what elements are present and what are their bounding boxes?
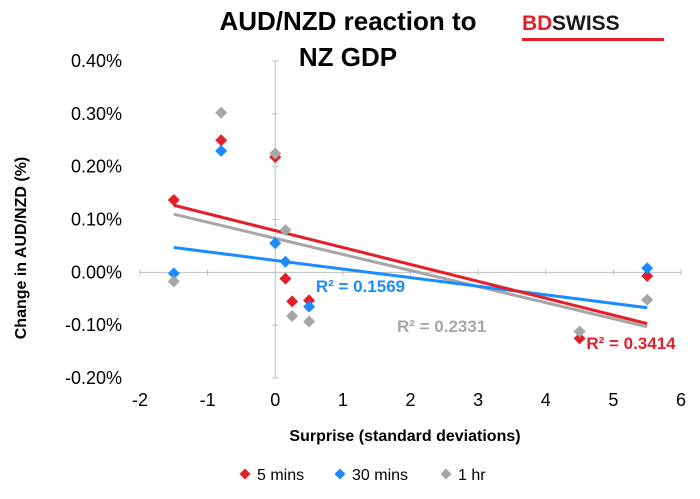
data-points — [167, 106, 654, 345]
chart-title-line-1: AUD/NZD reaction to — [219, 6, 476, 36]
data-point-30-mins — [167, 267, 180, 280]
data-point-30-mins — [303, 300, 316, 313]
data-point-30-mins — [215, 144, 228, 157]
trendline-30-mins — [173, 246, 648, 310]
data-point-30-mins — [641, 262, 654, 275]
data-point-5-mins — [279, 272, 292, 285]
x-tick-label: 6 — [676, 390, 686, 410]
x-tick-labels: -2 -1 0 1 2 3 4 5 6 — [132, 269, 686, 410]
x-tick-label: 2 — [405, 390, 415, 410]
y-axis-title: Change in AUD/NZD (%) — [13, 157, 30, 340]
legend-label: 30 mins — [352, 467, 408, 484]
x-tick-label: 4 — [541, 390, 551, 410]
data-point-1-hr — [641, 293, 654, 306]
chart-title-line-2: NZ GDP — [299, 42, 397, 72]
r-squared-labels: R² = 0.3414 R² = 0.1569 R² = 0.2331 — [316, 277, 676, 353]
trendline-1-hr — [173, 212, 648, 329]
r-squared-label-1-hr: R² = 0.2331 — [397, 317, 486, 336]
trendlines — [173, 203, 648, 329]
x-tick-label: 5 — [608, 390, 618, 410]
data-point-5-mins — [215, 134, 228, 147]
data-point-1-hr — [215, 106, 228, 119]
y-tick-label: -0.10% — [65, 315, 122, 335]
data-point-5-mins — [641, 270, 654, 283]
legend-marker-1-hr — [440, 468, 452, 480]
data-point-1-hr — [573, 325, 586, 338]
legend: 5 mins 30 mins 1 hr — [239, 467, 486, 484]
data-point-1-hr — [286, 310, 299, 323]
data-point-1-hr — [303, 315, 316, 328]
y-tick-label: 0.10% — [71, 210, 122, 230]
y-tick-label: 0.00% — [71, 262, 122, 282]
y-tick-label: -0.20% — [65, 368, 122, 388]
legend-label: 1 hr — [458, 467, 486, 484]
logo-bd-text: BD — [522, 12, 552, 35]
logo-swiss-text: SWISS — [552, 12, 620, 35]
data-point-1-hr — [167, 275, 180, 288]
data-point-1-hr — [269, 147, 282, 160]
legend-label: 5 mins — [257, 467, 304, 484]
data-point-5-mins — [573, 332, 586, 345]
r-squared-label-5-mins: R² = 0.3414 — [586, 334, 676, 353]
legend-marker-30-mins — [334, 468, 346, 480]
brand-logo: BD SWISS — [522, 12, 664, 41]
trendline-5-mins — [173, 203, 648, 326]
x-tick-label: -1 — [200, 390, 216, 410]
data-point-5-mins — [286, 295, 299, 308]
x-axis-title: Surprise (standard deviations) — [289, 428, 520, 445]
y-tick-label: 0.30% — [71, 104, 122, 124]
data-point-5-mins — [303, 294, 316, 307]
y-tick-label: 0.20% — [71, 157, 122, 177]
data-point-30-mins — [279, 255, 292, 268]
y-tick-label: 0.40% — [71, 51, 122, 71]
r-squared-label-30-mins: R² = 0.1569 — [316, 277, 405, 296]
data-point-5-mins — [167, 193, 180, 206]
data-point-30-mins — [269, 237, 282, 250]
x-tick-label: 0 — [270, 390, 280, 410]
x-tick-label: 1 — [338, 390, 348, 410]
y-tick-labels: -0.20% -0.10% 0.00% 0.10% 0.20% 0.30% 0.40% — [65, 51, 279, 388]
x-tick-label: 3 — [473, 390, 483, 410]
logo-underline — [522, 38, 664, 41]
data-point-1-hr — [279, 224, 292, 237]
legend-marker-5-mins — [239, 468, 251, 480]
x-tick-label: -2 — [132, 390, 148, 410]
